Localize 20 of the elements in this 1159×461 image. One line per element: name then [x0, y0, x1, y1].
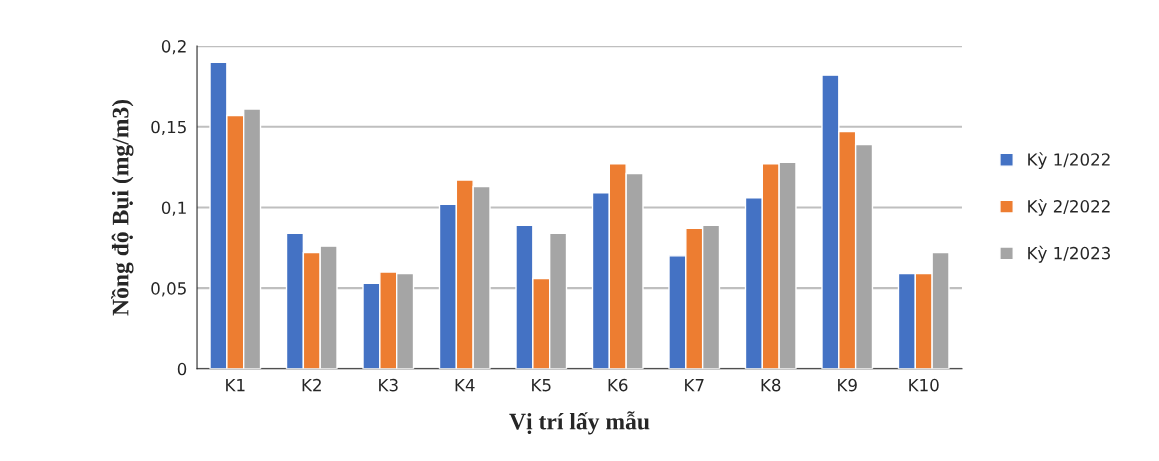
x-tick-label: K1 [226, 379, 245, 392]
x-tick-label: K10 [909, 378, 939, 392]
legend-label: Kỳ 1/2023 [1028, 245, 1110, 263]
y-tick-label: 0,1 [161, 201, 186, 216]
y-tick-label: 0,2 [161, 40, 186, 55]
x-tick-label: K6 [608, 378, 628, 392]
x-axis-title: Vị trí lấy mẫu [509, 411, 650, 435]
x-tick-label: K8 [761, 378, 781, 392]
x-tick-label: K2 [302, 378, 321, 392]
y-tick-label: 0 [177, 362, 187, 376]
x-tick-label: K9 [838, 378, 857, 392]
x-tick-label: K7 [685, 379, 704, 392]
y-tick-label: 0,05 [151, 282, 186, 297]
x-tick-label: K3 [379, 378, 398, 392]
x-tick-label: K5 [532, 379, 551, 392]
y-axis-title: Nồng độ Bụi (mg/m3) [111, 99, 134, 316]
y-tick-label: 0,15 [151, 120, 186, 136]
x-tick-label: K4 [455, 379, 475, 392]
legend-label: Kỳ 2/2022 [1028, 199, 1110, 216]
legend-label: Kỳ 1/2022 [1028, 152, 1110, 170]
